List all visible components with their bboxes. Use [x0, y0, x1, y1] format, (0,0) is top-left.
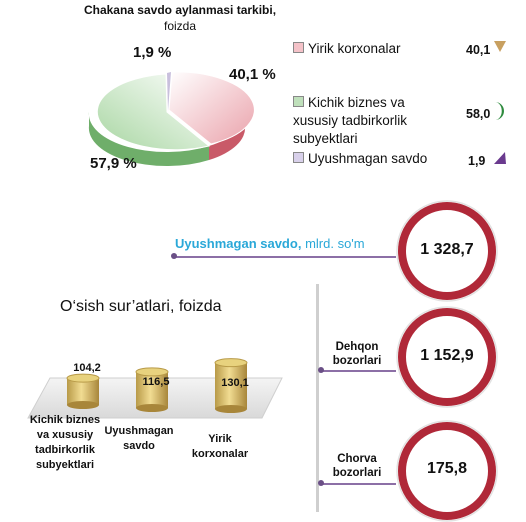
- bar-value-label: 116,5: [142, 376, 170, 388]
- ring-label: Dehqon bozorlari: [332, 341, 382, 367]
- legend-swatch: [293, 96, 304, 107]
- pie-chart-title: Chakana savdo aylanmasi tarkibi, foizda: [70, 2, 290, 34]
- category-label: Yirik korxonalar: [191, 433, 249, 460]
- triangle-icon: [494, 152, 506, 164]
- legend-value: 58,0: [466, 107, 491, 121]
- connector-line: [321, 483, 396, 485]
- ring-value: 175,8: [426, 460, 468, 477]
- ring-label: Chorva bozorlari: [332, 453, 382, 479]
- connector-dot: [318, 480, 324, 486]
- bar-value-label: 130,1: [221, 377, 249, 389]
- pie-slice-purple: [167, 72, 171, 111]
- uyushmagan-title: Uyushmagan savdo, mlrd. so'm: [175, 236, 365, 251]
- pie-title-text: Chakana savdo aylanmasi tarkibi,: [83, 3, 277, 17]
- growth-bar: [66, 373, 100, 409]
- legend-label: Kichik biznes va xususiy tadbirkorlik su…: [293, 95, 408, 146]
- pie-slice-green: [96, 73, 211, 151]
- ring-value: 1 328,7: [420, 241, 474, 258]
- pie-label-red: 40,1 %: [229, 66, 276, 83]
- pie-label-purple: 1,9 %: [133, 44, 172, 61]
- connector-line: [321, 370, 396, 372]
- connector-dot: [318, 367, 324, 373]
- connector-line: [174, 256, 396, 258]
- growth-bar: [214, 358, 248, 413]
- pie-slice-icon: [494, 41, 506, 52]
- pie-slice-red: [168, 71, 255, 145]
- ring-value: 1 152,9: [420, 347, 474, 364]
- uyushmagan-unit: mlrd. so'm: [305, 236, 365, 251]
- bar-value-label: 104,2: [73, 362, 101, 374]
- pie-title-suffix: foizda: [163, 19, 197, 33]
- pie-depth-green: [88, 112, 209, 167]
- category-label: Kichik biznes va xususiy tadbirkorlik su…: [29, 414, 101, 471]
- legend-value: 40,1: [466, 43, 491, 57]
- legend-item-yirik: Yirik korxonalar: [293, 40, 453, 58]
- category-label: Uyushmagan savdo: [104, 425, 174, 452]
- vertical-divider: [316, 284, 319, 512]
- crescent-icon: [495, 102, 504, 120]
- pie-depth: [88, 112, 246, 167]
- growth-chart-title: O‘sish sur’atlari, foizda: [60, 298, 222, 315]
- growth-bars: [66, 358, 248, 413]
- growth-bar: [135, 367, 169, 412]
- legend-value: 1,9: [468, 154, 486, 168]
- legend-item-uyushmagan: Uyushmagan savdo: [293, 150, 453, 168]
- legend-swatch: [293, 152, 304, 163]
- legend-label: Uyushmagan savdo: [308, 151, 428, 166]
- pie-label-green: 57,9 %: [90, 155, 137, 172]
- connector-dot: [171, 253, 177, 259]
- legend-label: Yirik korxonalar: [308, 41, 401, 56]
- legend-item-kichik: Kichik biznes va xususiy tadbirkorlik su…: [293, 94, 453, 148]
- pie-chart: [88, 71, 255, 167]
- ring-uyushmagan: [396, 200, 498, 302]
- uyushmagan-title-text: Uyushmagan savdo,: [175, 236, 302, 251]
- pie-depth-red: [209, 112, 246, 160]
- ring-dehqon: [396, 306, 498, 408]
- legend-swatch: [293, 42, 304, 53]
